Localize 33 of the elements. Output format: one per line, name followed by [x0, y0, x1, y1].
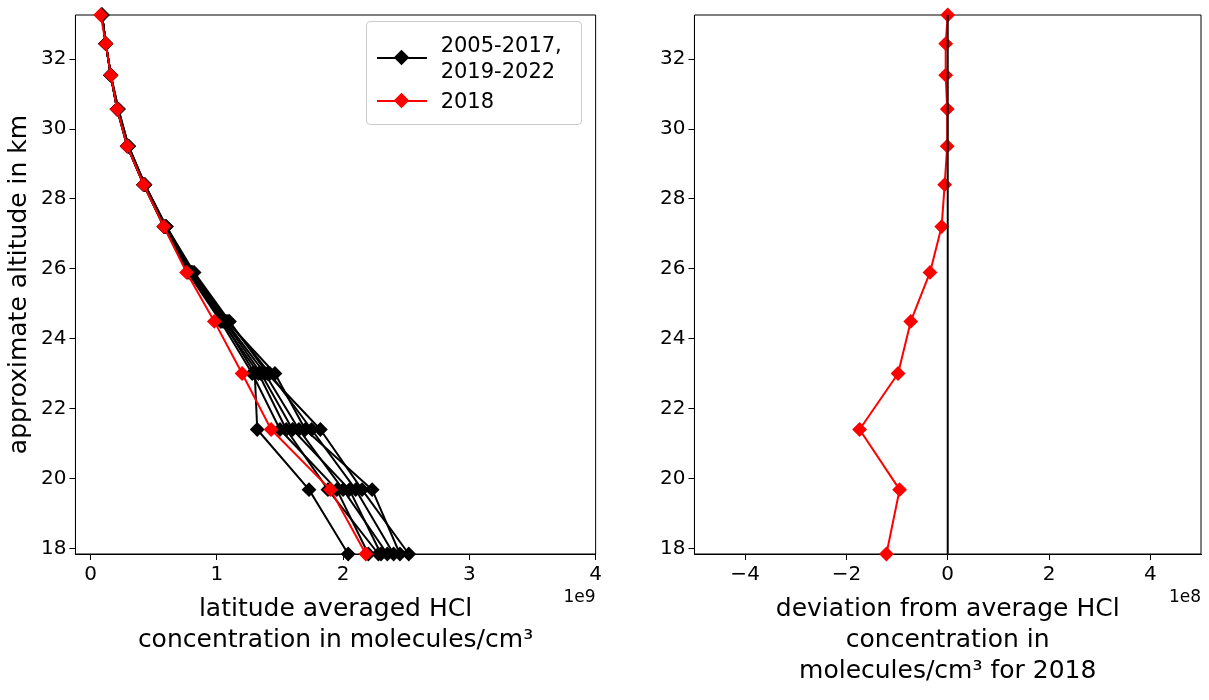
- y-tick-label: 26: [660, 255, 686, 280]
- y-tick-label: 24: [41, 325, 67, 350]
- legend-label: 2005-2017, 2019-2022: [440, 32, 563, 84]
- x-tick-label: 4: [589, 561, 602, 586]
- legend-label: 2018: [440, 88, 495, 114]
- x-tick-label: 1: [210, 561, 224, 586]
- y-tick-label: 20: [660, 465, 686, 489]
- y-tick-label: 28: [660, 185, 686, 210]
- y-tick-label: 32: [660, 45, 686, 70]
- text: 1e8: [1168, 586, 1201, 606]
- x-tick-label: 2: [336, 561, 350, 586]
- x-axis-title: deviation from average HCl concentration in molecules/cm³ for 2018: [774, 592, 1121, 685]
- x-tick-label: 2: [1042, 561, 1056, 586]
- y-tick-label: 24: [660, 325, 686, 350]
- x-tick-label: −2: [831, 561, 862, 586]
- x-tick-label: 4: [1143, 561, 1157, 586]
- y-axis-title: approximate altitude in km: [2, 114, 32, 455]
- y-tick-label: 18: [41, 534, 67, 559]
- y-tick-label: 26: [41, 255, 67, 280]
- y-tick-label: 28: [41, 185, 67, 210]
- y-tick-label: 22: [41, 395, 67, 420]
- x-tick-label: 0: [84, 561, 97, 586]
- y-tick-label: 20: [41, 465, 67, 489]
- x-axis-title: latitude averaged HCl concentration in molecules/cm³: [136, 592, 535, 654]
- y-tick-label: 32: [41, 45, 67, 70]
- y-tick-label: 30: [660, 115, 686, 140]
- x-tick-label: −4: [730, 561, 760, 586]
- text: 1e9: [563, 586, 596, 606]
- x-tick-label: 3: [463, 561, 476, 586]
- y-tick-label: 22: [660, 395, 686, 420]
- y-tick-label: 18: [660, 534, 686, 559]
- x-tick-label: 0: [941, 561, 955, 586]
- y-tick-label: 30: [41, 115, 67, 140]
